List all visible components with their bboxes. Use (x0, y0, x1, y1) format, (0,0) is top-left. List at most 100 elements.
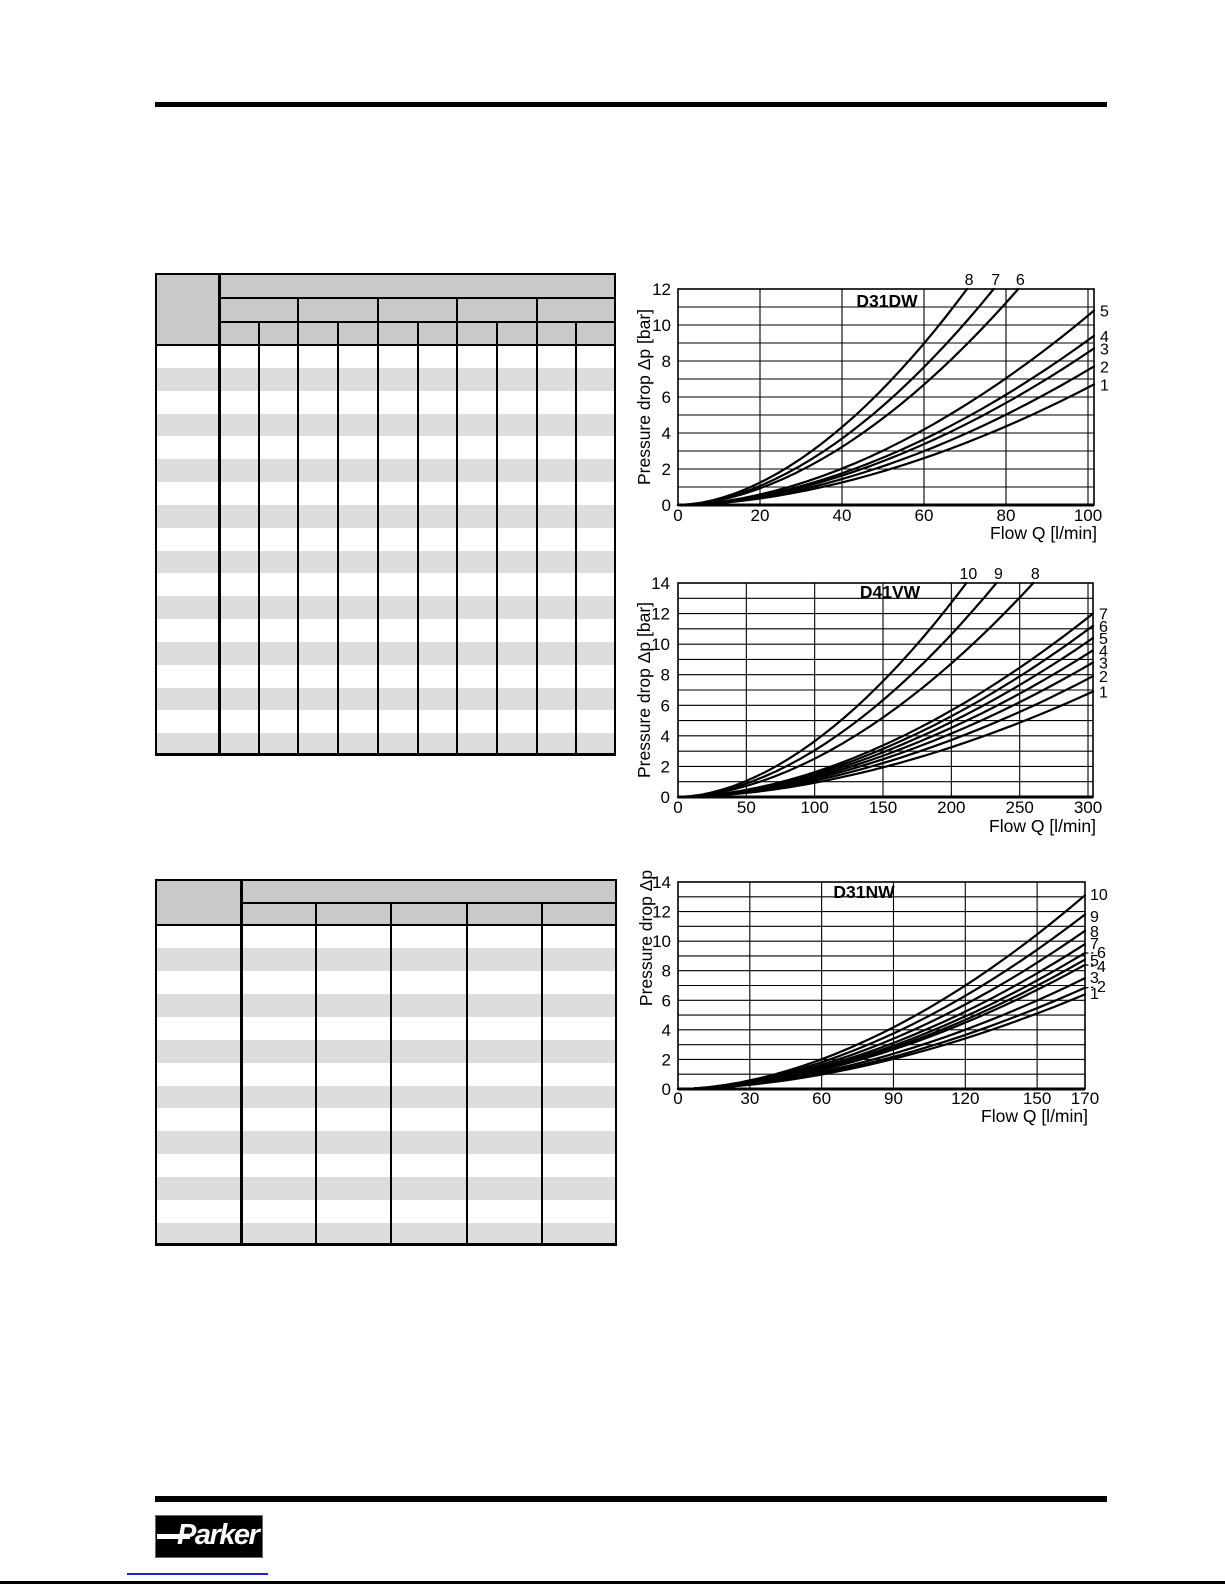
curve-label: 8 (1031, 566, 1040, 583)
x-tick-label: 50 (737, 798, 756, 817)
curve-line (676, 661, 1095, 799)
table-row-band (155, 1177, 617, 1201)
table-row-band (155, 687, 616, 711)
chart-d31nw: 0 30 60 90 120 150 170 0 2 4 6 8 10 12 14 D31NW Flow Q [… (600, 850, 1160, 1146)
curve-label: 1 (1099, 685, 1108, 702)
x-tick-label: 0 (673, 1089, 682, 1108)
table-vline (376, 298, 379, 756)
parker-logo: Parker (155, 1515, 263, 1558)
y-axis-label: Pressure drop Δp [bar] (634, 602, 654, 778)
y-tick-label: 0 (661, 788, 670, 807)
y-tick-label: 2 (661, 757, 670, 776)
curve-line (676, 581, 1035, 799)
table-header-bg (155, 273, 616, 345)
table-border (155, 1243, 617, 1246)
y-tick-label: 0 (662, 496, 671, 515)
curve-line (676, 624, 1095, 799)
y-tick-label: 2 (662, 460, 671, 479)
curve-line (676, 958, 1087, 1091)
curve-line (676, 309, 1096, 507)
curve-label: 6 (1097, 945, 1106, 962)
curve-label: 10 (959, 566, 977, 583)
curve-label: 4 (1100, 329, 1109, 346)
table-vline (297, 298, 300, 756)
spool-flow-table-2 (155, 879, 617, 1246)
curve-line (676, 287, 969, 507)
y-tick-label: 14 (651, 574, 670, 593)
table-vline (217, 273, 221, 756)
y-axis-label: Pressure drop Δp (636, 870, 656, 1006)
curve-line (676, 383, 1096, 507)
table-vline (337, 322, 340, 756)
table-vline (540, 903, 543, 1246)
curve-line (676, 690, 1095, 799)
page-bottom-line (0, 1581, 1225, 1584)
x-tick-label: 60 (812, 1089, 831, 1108)
curve-label: 9 (1090, 909, 1099, 926)
x-tick-label: 40 (833, 506, 852, 525)
chart-title: D41VW (860, 582, 921, 602)
curve-line (676, 675, 1095, 799)
y-tick-label: 4 (662, 424, 671, 443)
table-row-band (155, 596, 616, 619)
curve-line (676, 287, 995, 507)
bottom-rule (155, 1496, 1107, 1502)
x-tick-label: 90 (884, 1089, 903, 1108)
logo-text: Parker (177, 1519, 260, 1551)
table-vline (315, 903, 318, 1246)
y-tick-label: 14 (652, 873, 671, 892)
x-tick-label: 0 (673, 506, 682, 525)
table-row-band (155, 947, 617, 971)
curve-label: 4 (1097, 959, 1106, 976)
curve-line (676, 942, 1087, 1091)
chart-d31dw: 0 20 40 60 80 100 0 2 4 6 8 10 12 D31DW Flow Q [l/min]… (600, 252, 1145, 554)
y-tick-label: 6 (662, 388, 671, 407)
curve-label: 2 (1100, 359, 1109, 376)
curve-label: 8 (965, 272, 974, 289)
curve-line (676, 581, 998, 799)
table-vline (390, 903, 393, 1246)
curve-line (676, 287, 1020, 507)
table-row-band (155, 1085, 617, 1109)
curve-label: 2 (1097, 979, 1106, 996)
table-hline (241, 902, 617, 904)
x-tick-label: 100 (800, 798, 828, 817)
x-tick-label: 80 (997, 506, 1016, 525)
y-tick-label: 0 (662, 1080, 671, 1099)
y-tick-label: 8 (662, 962, 671, 981)
table-row-band (155, 733, 616, 756)
table-row-band (155, 413, 616, 437)
table-hline (155, 344, 616, 346)
table-border (615, 879, 617, 1246)
x-tick-label: 250 (1005, 798, 1033, 817)
y-tick-label: 12 (651, 605, 670, 624)
table-border (155, 753, 616, 756)
table-vline (239, 879, 243, 1246)
table-vline (416, 322, 419, 756)
curve-label: 5 (1100, 304, 1109, 321)
footer-link-line (127, 1573, 268, 1575)
curve-line (676, 929, 1087, 1091)
y-tick-label: 6 (661, 696, 670, 715)
table-border (155, 879, 157, 1246)
curve-line (676, 951, 1087, 1091)
table-border (155, 273, 157, 756)
table-row-band (155, 1039, 617, 1063)
curve-line (676, 993, 1087, 1091)
x-axis-label: Flow Q [l/min] (989, 816, 1096, 836)
x-tick-label: 200 (937, 798, 965, 817)
table-row-band (155, 1223, 617, 1246)
chart-d41vw: 0 50 100 150 200 250 300 0 2 4 6 8 10 12 14 D41VW Flow Q… (600, 552, 1145, 850)
curve-line (676, 649, 1095, 799)
x-tick-label: 100 (1074, 506, 1102, 525)
table-hline (155, 924, 617, 926)
x-tick-label: 150 (1023, 1089, 1051, 1108)
chart-title: D31DW (856, 291, 918, 311)
curve-label: 7 (1099, 607, 1108, 624)
curve-label: 3 (1100, 341, 1109, 358)
curve-line (676, 347, 1096, 507)
curve-label: 1 (1100, 377, 1109, 394)
y-tick-label: 12 (652, 903, 671, 922)
